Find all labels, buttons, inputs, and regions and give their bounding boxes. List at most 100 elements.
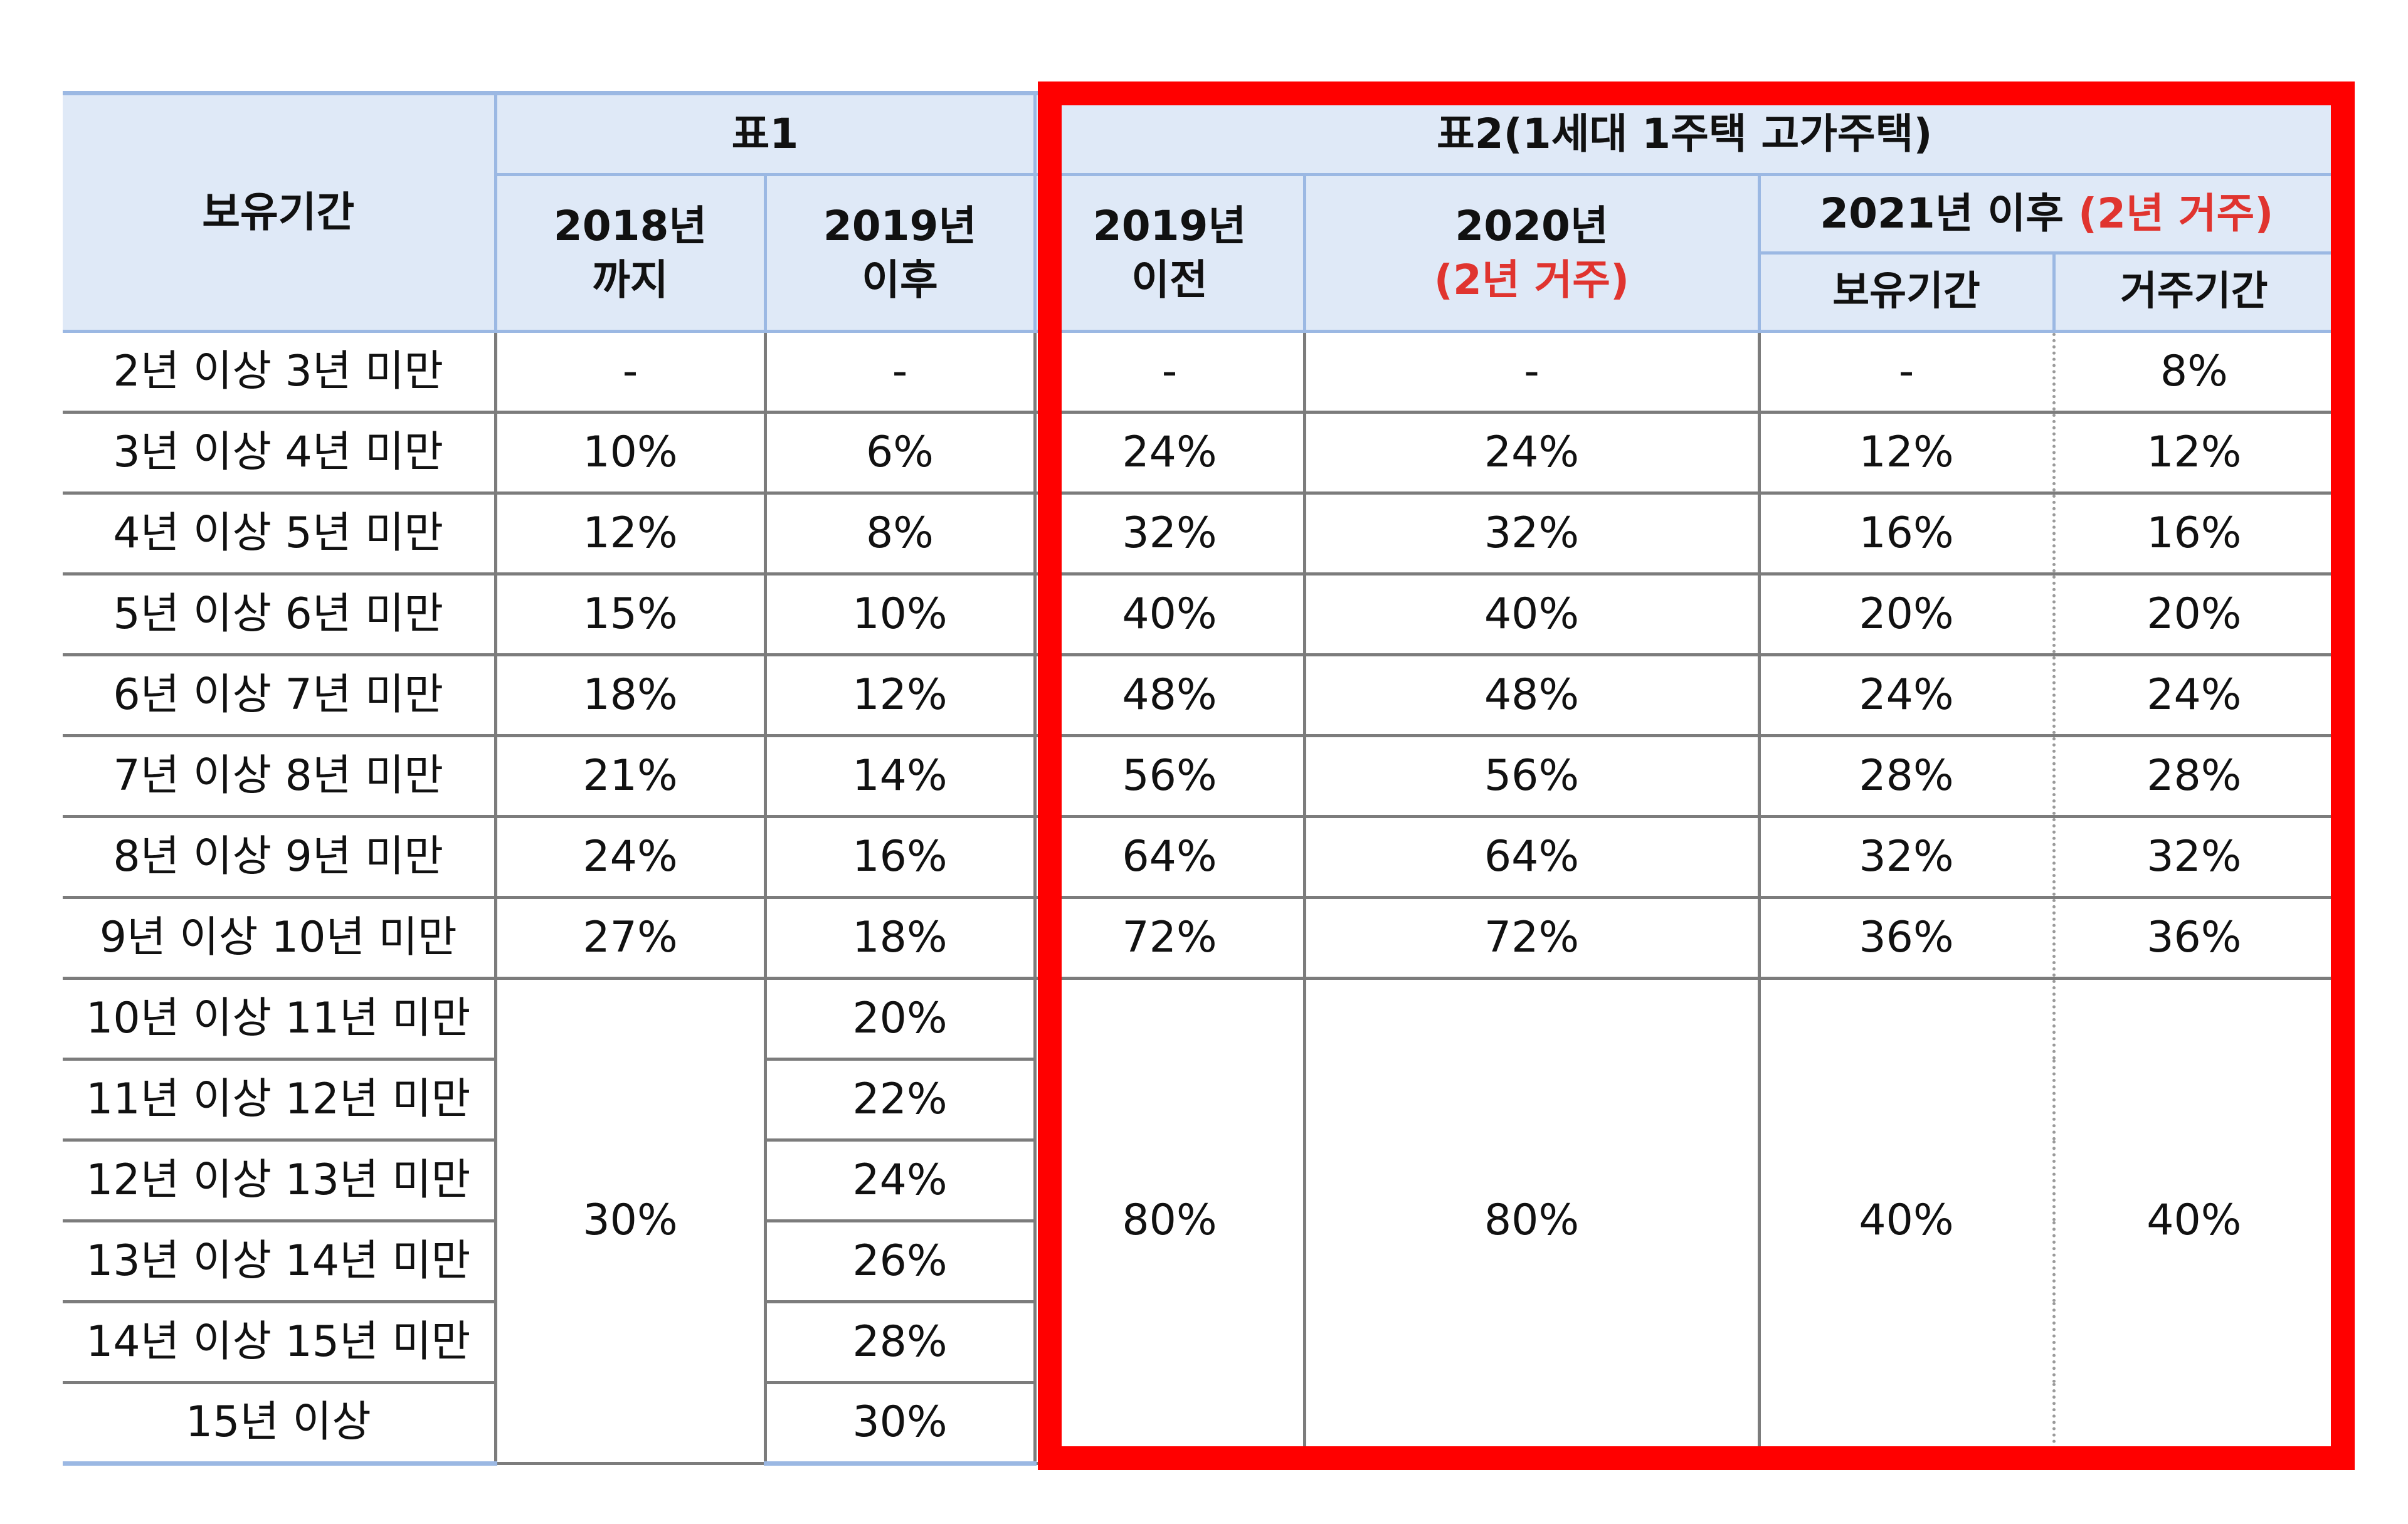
header-t1-2019: 2019년 이후	[763, 173, 1037, 333]
header-t2-2019-year: 2019년	[1092, 201, 1247, 250]
value-cell: 12%	[1757, 411, 2056, 495]
value-cell: -	[763, 330, 1037, 414]
value-cell: 16%	[1757, 491, 2056, 575]
value-cell: 27%	[494, 896, 767, 980]
table-row: 4년 이상 5년 미만 12% 8% 32% 32% 16% 16%	[63, 491, 2333, 575]
header-t1-2018: 2018년 까지	[494, 173, 767, 333]
value-cell: 48%	[1033, 653, 1306, 737]
table-row: 2년 이상 3년 미만 - - - - - 8%	[63, 330, 2333, 414]
value-cell: 32%	[1033, 491, 1306, 575]
value-cell: 40%	[1033, 572, 1306, 656]
header-t2-2019-before: 이전	[1131, 255, 1208, 304]
table-row: 6년 이상 7년 미만 18% 12% 48% 48% 24% 24%	[63, 653, 2333, 737]
table-row: 7년 이상 8년 미만 21% 14% 56% 56% 28% 28%	[63, 734, 2333, 818]
header-t2-2021-residence: (2년 거주)	[2078, 189, 2274, 238]
value-cell: 16%	[763, 815, 1037, 899]
value-cell: 56%	[1033, 734, 1306, 818]
header-t2-2020-residence: (2년 거주)	[1434, 255, 1630, 304]
period-cell: 8년 이상 9년 미만	[63, 815, 497, 899]
value-cell: 12%	[2052, 411, 2333, 495]
period-cell: 10년 이상 11년 미만	[63, 977, 497, 1061]
value-cell: 24%	[1033, 411, 1306, 495]
value-cell: -	[1757, 330, 2056, 414]
value-cell: 40%	[1302, 572, 1761, 656]
value-cell: 28%	[763, 1300, 1037, 1384]
period-cell: 12년 이상 13년 미만	[63, 1138, 497, 1222]
value-cell: 22%	[763, 1058, 1037, 1142]
value-cell: 15%	[494, 572, 767, 656]
value-cell: 18%	[494, 653, 767, 737]
value-cell: 72%	[1302, 896, 1761, 980]
header-t2-2021: 2021년 이후 (2년 거주)	[1757, 173, 2333, 255]
table-row: 8년 이상 9년 미만 24% 16% 64% 64% 32% 32%	[63, 815, 2333, 899]
value-cell: 21%	[494, 734, 767, 818]
merged-value-cell: 80%	[1033, 977, 1306, 1465]
period-cell: 15년 이상	[63, 1381, 497, 1466]
value-cell: 26%	[763, 1219, 1037, 1303]
header-t2-2021-living: 거주기간	[2052, 251, 2333, 333]
header-table2: 표2(1세대 1주택 고가주택)	[1033, 91, 2333, 176]
value-cell: 12%	[763, 653, 1037, 737]
header-t2-2021-holding: 보유기간	[1757, 251, 2056, 333]
merged-value-cell: 40%	[1757, 977, 2056, 1465]
value-cell: 28%	[1757, 734, 2056, 818]
table-row: 14년 이상 15년 미만 28%	[63, 1300, 2333, 1384]
table-row: 11년 이상 12년 미만 22%	[63, 1058, 2333, 1142]
table-row: 12년 이상 13년 미만 24%	[63, 1138, 2333, 1222]
header-t2-2021-label: 2021년 이후	[1820, 189, 2064, 238]
table-row: 15년 이상 30%	[63, 1381, 2333, 1466]
period-cell: 7년 이상 8년 미만	[63, 734, 497, 818]
merged-value-cell: 40%	[2052, 977, 2333, 1465]
value-cell: 24%	[1757, 653, 2056, 737]
header-table1: 표1	[494, 91, 1037, 176]
table-row: 10년 이상 11년 미만 30% 20% 80% 80% 40% 40%	[63, 977, 2333, 1465]
table-row: 13년 이상 14년 미만 26%	[63, 1219, 2333, 1303]
header-t1-2019-year: 2019년	[823, 201, 977, 250]
value-cell: 10%	[763, 572, 1037, 656]
period-cell: 9년 이상 10년 미만	[63, 896, 497, 980]
value-cell: 18%	[763, 896, 1037, 980]
value-cell: 72%	[1033, 896, 1306, 980]
value-cell: -	[494, 330, 767, 414]
rate-table: 보유기간 표1 표2(1세대 1주택 고가주택) 2018년 까지 2019년 …	[63, 91, 2333, 1466]
header-period: 보유기간	[63, 91, 497, 333]
value-cell: 20%	[2052, 572, 2333, 656]
value-cell: 16%	[2052, 491, 2333, 575]
value-cell: 8%	[763, 491, 1037, 575]
value-cell: 32%	[1757, 815, 2056, 899]
period-cell: 4년 이상 5년 미만	[63, 491, 497, 575]
value-cell: 36%	[2052, 896, 2333, 980]
period-cell: 11년 이상 12년 미만	[63, 1058, 497, 1142]
period-cell: 6년 이상 7년 미만	[63, 653, 497, 737]
period-cell: 13년 이상 14년 미만	[63, 1219, 497, 1303]
value-cell: 30%	[763, 1381, 1037, 1466]
header-t1-2018-until: 까지	[592, 255, 668, 304]
value-cell: 32%	[2052, 815, 2333, 899]
value-cell: 28%	[2052, 734, 2333, 818]
value-cell: 6%	[763, 411, 1037, 495]
value-cell: 36%	[1757, 896, 2056, 980]
value-cell: -	[1302, 330, 1761, 414]
value-cell: 56%	[1302, 734, 1761, 818]
period-cell: 14년 이상 15년 미만	[63, 1300, 497, 1384]
value-cell: 10%	[494, 411, 767, 495]
value-cell: 24%	[763, 1138, 1037, 1222]
value-cell: -	[1033, 330, 1306, 414]
period-cell: 5년 이상 6년 미만	[63, 572, 497, 656]
table-row: 5년 이상 6년 미만 15% 10% 40% 40% 20% 20%	[63, 572, 2333, 656]
header-t2-2020-year: 2020년	[1455, 201, 1608, 250]
value-cell: 24%	[2052, 653, 2333, 737]
period-cell: 3년 이상 4년 미만	[63, 411, 497, 495]
value-cell: 20%	[1757, 572, 2056, 656]
value-cell: 8%	[2052, 330, 2333, 414]
value-cell: 64%	[1033, 815, 1306, 899]
value-cell: 24%	[494, 815, 767, 899]
value-cell: 24%	[1302, 411, 1761, 495]
value-cell: 32%	[1302, 491, 1761, 575]
merged-value-cell: 80%	[1302, 977, 1761, 1465]
value-cell: 48%	[1302, 653, 1761, 737]
header-t1-2018-year: 2018년	[553, 201, 707, 250]
header-t2-2019: 2019년 이전	[1033, 173, 1306, 333]
period-cell: 2년 이상 3년 미만	[63, 330, 497, 414]
value-cell: 14%	[763, 734, 1037, 818]
